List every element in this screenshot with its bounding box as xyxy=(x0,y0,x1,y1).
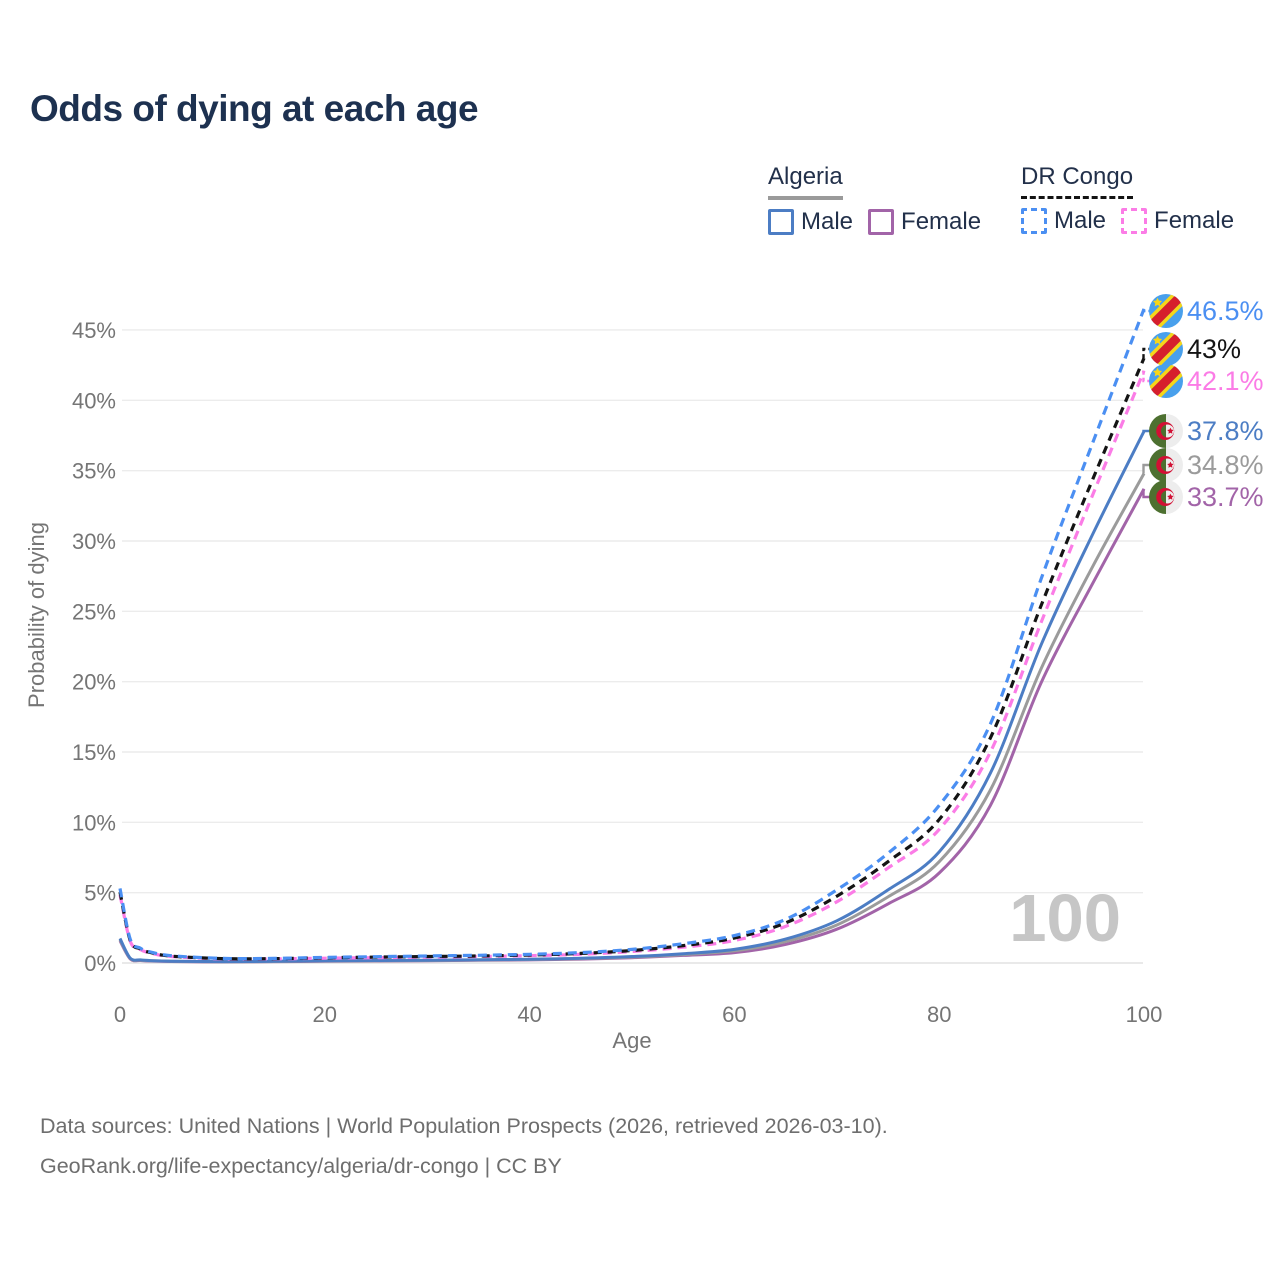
end-value-label-dr-congo-male: 46.5% xyxy=(1187,296,1264,326)
flag-icon-algeria xyxy=(1149,414,1183,448)
x-tick-label: 100 xyxy=(1126,1002,1163,1027)
data-source-note: Data sources: United Nations | World Pop… xyxy=(40,1106,888,1186)
y-tick-label: 25% xyxy=(72,599,116,624)
y-tick-label: 15% xyxy=(72,740,116,765)
attribution-line: GeoRank.org/life-expectancy/algeria/dr-c… xyxy=(40,1154,562,1178)
legend-item-algeria-male[interactable]: Male xyxy=(768,208,853,236)
legend-swatch-solid xyxy=(868,209,895,235)
legend-swatch-dashed xyxy=(1021,208,1047,234)
legend-swatch-dashed xyxy=(1121,208,1148,234)
legend-item-label: Male xyxy=(1054,207,1107,234)
end-value-label-dr-congo-female: 42.1% xyxy=(1187,366,1264,396)
flag-icon-algeria xyxy=(1149,480,1183,514)
end-label-connector-dr-congo-female xyxy=(1142,370,1150,383)
y-tick-label: 30% xyxy=(72,529,116,554)
end-label-connector-dr-congo-both xyxy=(1142,347,1150,359)
end-label-connector-dr-congo-male xyxy=(1142,308,1150,313)
series-line-algeria-both[interactable] xyxy=(118,472,1146,964)
flag-icon-algeria xyxy=(1149,448,1183,482)
y-tick-label: 45% xyxy=(72,318,116,343)
flag-icon-dr-congo xyxy=(1142,287,1190,335)
x-tick-label: 40 xyxy=(517,1002,541,1027)
legend-item-label: Female xyxy=(901,208,982,235)
legend-group-dr-congo: DR Congo Male Female xyxy=(1021,163,1249,235)
legend-item-dr-congo-female[interactable]: Female xyxy=(1121,207,1234,235)
series-line-dr-congo-both[interactable] xyxy=(118,357,1146,961)
legend-country-label-dr-congo[interactable]: DR Congo xyxy=(1021,163,1134,199)
y-axis-title: Probability of dying xyxy=(24,522,49,708)
y-tick-label: 40% xyxy=(72,388,116,413)
end-value-label-algeria-male: 37.8% xyxy=(1187,416,1264,446)
end-label-connector-algeria-both xyxy=(1142,463,1150,474)
y-tick-label: 0% xyxy=(84,951,116,976)
y-tick-label: 20% xyxy=(72,670,116,695)
legend-country-label-algeria[interactable]: Algeria xyxy=(768,163,843,200)
legend-item-label: Male xyxy=(801,208,854,235)
legend-items-row: Male Female xyxy=(1021,207,1249,235)
series-line-algeria-female[interactable] xyxy=(118,488,1146,964)
x-tick-label: 80 xyxy=(927,1002,951,1027)
chart-title: Odds of dying at each age xyxy=(30,88,479,129)
end-value-label-algeria-both: 34.8% xyxy=(1187,450,1264,480)
legend-items-row: Male Female xyxy=(768,208,996,236)
x-tick-label: 60 xyxy=(722,1002,746,1027)
legend-item-dr-congo-male[interactable]: Male xyxy=(1021,207,1106,235)
y-tick-label: 5% xyxy=(84,881,116,906)
y-tick-label: 10% xyxy=(72,810,116,835)
x-tick-label: 20 xyxy=(313,1002,337,1027)
legend-item-algeria-female[interactable]: Female xyxy=(868,208,981,236)
series-line-algeria-male[interactable] xyxy=(118,430,1146,964)
end-value-label-algeria-female: 33.7% xyxy=(1187,482,1264,512)
legend-swatch-solid xyxy=(768,209,794,235)
flag-icon-dr-congo xyxy=(1142,325,1190,373)
x-tick-label: 0 xyxy=(114,1002,126,1027)
y-tick-label: 35% xyxy=(72,459,116,484)
data-source-line: Data sources: United Nations | World Pop… xyxy=(40,1114,888,1138)
age-indicator-watermark: 100 xyxy=(1009,881,1121,956)
legend-item-label: Female xyxy=(1154,207,1235,234)
series-line-dr-congo-female[interactable] xyxy=(118,370,1146,961)
series-line-dr-congo-male[interactable] xyxy=(118,308,1146,961)
legend-group-algeria: Algeria Male Female xyxy=(768,163,996,236)
x-axis-title: Age xyxy=(612,1028,651,1053)
end-value-label-dr-congo-both: 43% xyxy=(1187,334,1241,364)
end-label-connector-algeria-female xyxy=(1142,488,1150,499)
